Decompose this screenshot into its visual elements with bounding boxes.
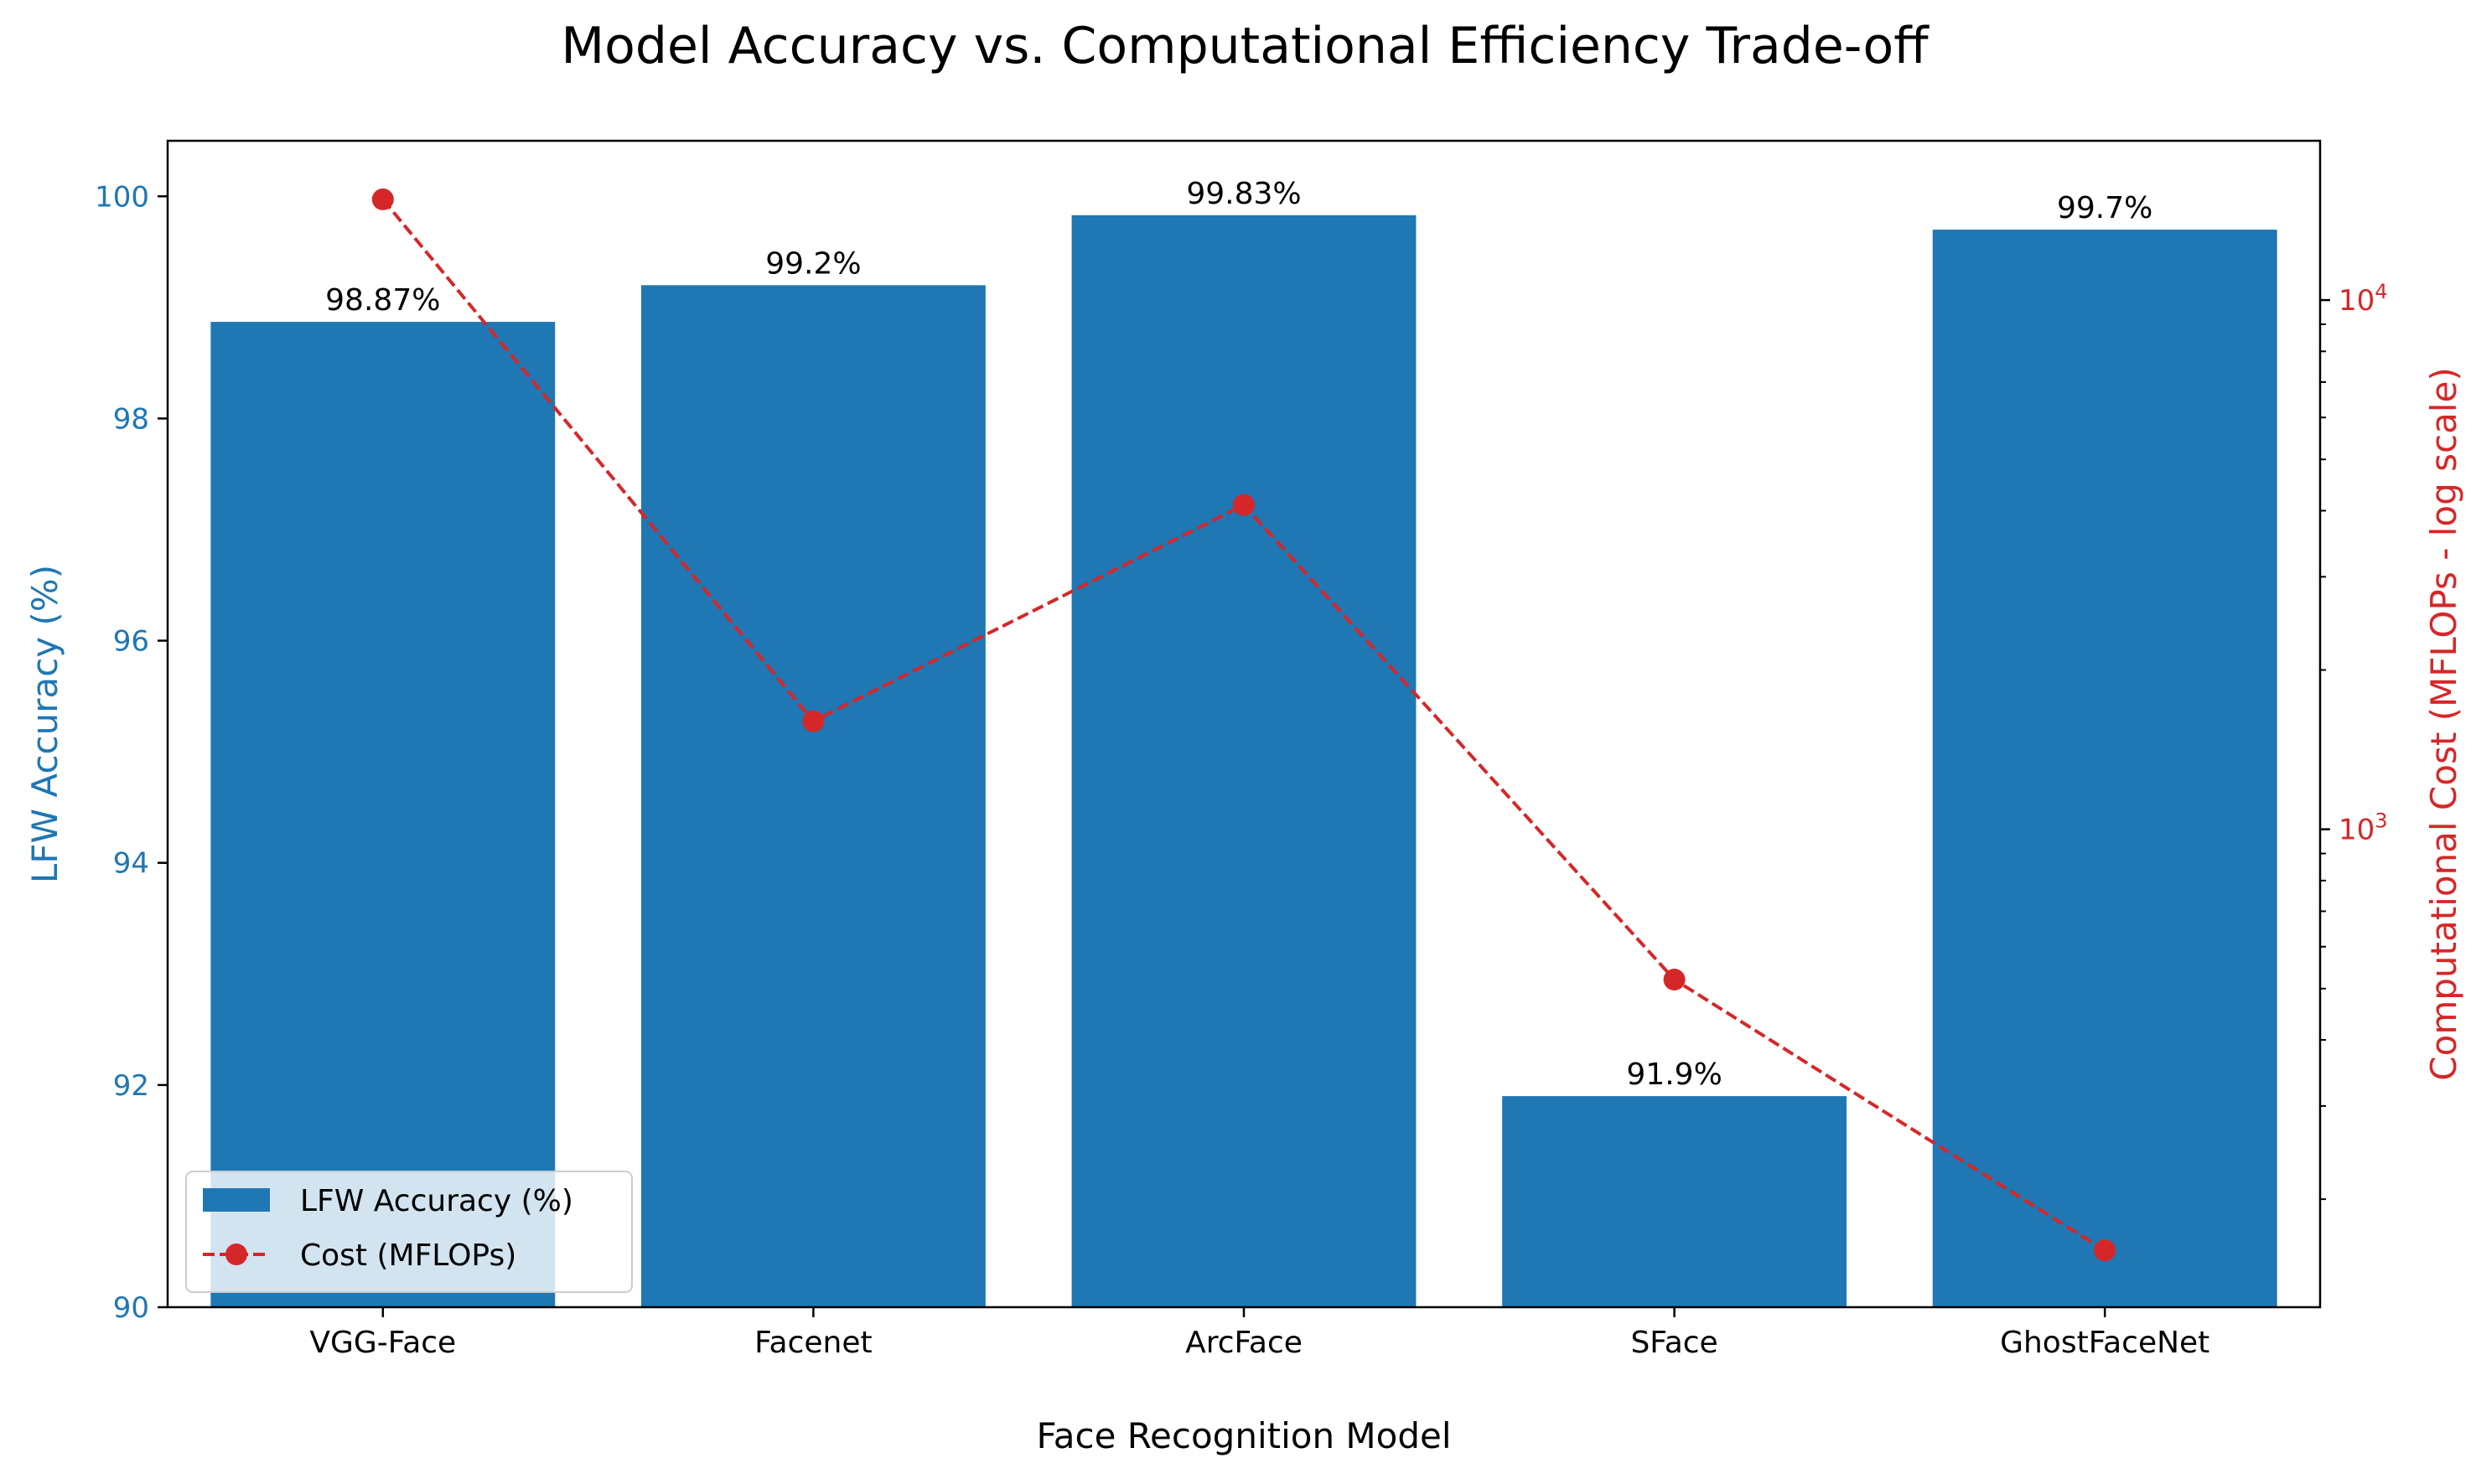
- x-axis-label: Face Recognition Model: [1036, 1415, 1451, 1456]
- x-tick-label: ArcFace: [1185, 1326, 1303, 1360]
- x-tick-label: SFace: [1630, 1326, 1717, 1360]
- bar-data-label: 99.83%: [1186, 177, 1301, 211]
- legend-label-accuracy: LFW Accuracy (%): [300, 1184, 573, 1218]
- cost-point-vgg-face: [371, 188, 394, 210]
- right-y-axis: 103 104: [2320, 280, 2388, 1201]
- y-tick-label: 90: [113, 1291, 149, 1325]
- bar-data-label: 99.2%: [765, 246, 861, 281]
- right-y-axis-label: Computational Cost (MFLOPs - log scale): [2423, 367, 2464, 1080]
- x-axis: VGG-Face Facenet ArcFace SFace GhostFaceNet: [309, 1307, 2209, 1360]
- bar-series: 98.87% 99.2% 99.83% 91.9% 99.7%: [210, 177, 2277, 1307]
- y-tick-label: 96: [113, 625, 149, 659]
- y2-tick-label: 103: [2339, 809, 2388, 847]
- cost-point-ghostfacenet: [2094, 1239, 2116, 1262]
- y-tick-label: 92: [113, 1069, 149, 1103]
- y-tick-label: 94: [113, 847, 149, 881]
- legend-swatch-cost-marker: [225, 1244, 247, 1265]
- y-tick-label: 100: [95, 180, 149, 214]
- chart-title: Model Accuracy vs. Computational Efficie…: [561, 17, 1930, 75]
- bar-data-label: 98.87%: [325, 283, 440, 318]
- x-tick-label: GhostFaceNet: [2000, 1326, 2209, 1360]
- bar-ghostfacenet: [1932, 230, 2277, 1307]
- x-tick-label: VGG-Face: [309, 1326, 456, 1360]
- cost-line-series: [371, 188, 2116, 1262]
- left-y-axis: 90 92 94 96 98 100: [95, 180, 168, 1325]
- bar-sface: [1502, 1096, 1847, 1307]
- bar-arcface: [1071, 215, 1417, 1307]
- bar-vgg-face: [210, 322, 556, 1307]
- bar-data-label: 91.9%: [1626, 1057, 1722, 1092]
- y-tick-label: 98: [113, 402, 149, 436]
- legend: LFW Accuracy (%) Cost (MFLOPs): [185, 1171, 633, 1293]
- left-y-axis-label: LFW Accuracy (%): [24, 565, 65, 883]
- bar-facenet: [640, 285, 986, 1307]
- legend-swatch-accuracy: [203, 1188, 270, 1212]
- bar-data-label: 99.7%: [2057, 191, 2152, 225]
- x-tick-label: Facenet: [754, 1326, 872, 1360]
- legend-label-cost: Cost (MFLOPs): [300, 1238, 516, 1273]
- legend-box: [185, 1171, 633, 1293]
- y2-tick-label: 104: [2339, 280, 2388, 318]
- cost-point-arcface: [1233, 494, 1255, 516]
- cost-point-facenet: [802, 710, 825, 732]
- cost-point-sface: [1663, 969, 1686, 991]
